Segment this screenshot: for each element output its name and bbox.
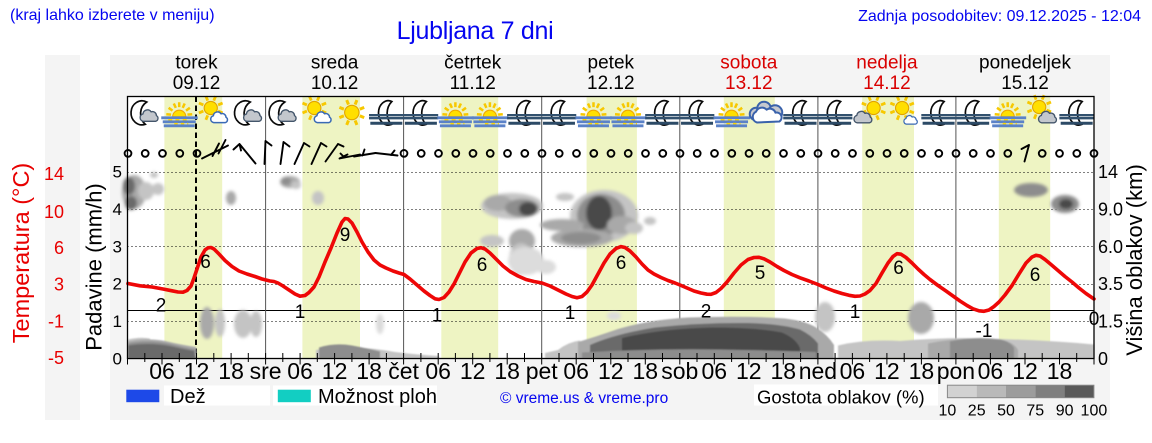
svg-text:50: 50: [997, 403, 1015, 420]
svg-text:12: 12: [736, 358, 762, 384]
svg-text:© vreme.us & vreme.pro: © vreme.us & vreme.pro: [500, 390, 668, 407]
svg-text:ned: ned: [799, 358, 837, 384]
svg-text:06: 06: [702, 358, 728, 384]
svg-text:18: 18: [633, 358, 659, 384]
svg-text:nedelja: nedelja: [856, 53, 918, 74]
svg-text:6.0: 6.0: [1098, 237, 1123, 257]
svg-text:1: 1: [295, 302, 306, 323]
svg-text:Temperatura (°C): Temperatura (°C): [8, 163, 34, 343]
svg-text:12: 12: [322, 358, 348, 384]
svg-text:10: 10: [44, 202, 64, 222]
svg-text:0: 0: [1098, 349, 1108, 369]
svg-text:14: 14: [44, 164, 64, 184]
svg-text:sob: sob: [661, 358, 698, 384]
svg-text:-1: -1: [48, 311, 64, 331]
svg-text:6: 6: [477, 255, 488, 276]
svg-text:06: 06: [287, 358, 313, 384]
svg-text:Višina oblakov (km): Višina oblakov (km): [1122, 164, 1147, 356]
svg-text:18: 18: [771, 358, 797, 384]
svg-text:14.12: 14.12: [863, 73, 911, 94]
svg-text:12: 12: [874, 358, 900, 384]
svg-text:torek: torek: [175, 53, 218, 74]
svg-text:12.12: 12.12: [587, 73, 635, 94]
svg-text:1: 1: [113, 312, 122, 331]
svg-text:9: 9: [340, 225, 351, 246]
svg-text:pon: pon: [937, 358, 975, 384]
svg-text:petek: petek: [588, 53, 635, 74]
svg-text:10: 10: [939, 403, 957, 420]
svg-text:6: 6: [1030, 265, 1041, 286]
svg-text:Gostota oblakov (%): Gostota oblakov (%): [757, 387, 925, 408]
svg-text:15.12: 15.12: [1001, 73, 1049, 94]
svg-text:sreda: sreda: [311, 53, 359, 74]
svg-text:100: 100: [1081, 403, 1108, 420]
svg-text:6: 6: [200, 252, 211, 273]
svg-text:2: 2: [701, 302, 712, 323]
svg-text:sobota: sobota: [720, 53, 777, 74]
svg-text:2: 2: [156, 296, 167, 317]
svg-text:5: 5: [113, 163, 122, 182]
svg-text:06: 06: [978, 358, 1004, 384]
svg-text:Možnost ploh: Možnost ploh: [318, 386, 437, 408]
svg-text:2: 2: [113, 275, 122, 294]
svg-text:75: 75: [1026, 403, 1044, 420]
svg-text:6: 6: [616, 253, 627, 274]
svg-text:0: 0: [113, 350, 122, 369]
svg-text:Zadnja posodobitev: 09.12.2025: Zadnja posodobitev: 09.12.2025 - 12:04: [858, 8, 1141, 25]
svg-text:18: 18: [218, 358, 244, 384]
svg-text:06: 06: [563, 358, 589, 384]
svg-text:9.0: 9.0: [1098, 199, 1123, 219]
svg-text:(kraj lahko izberete v meniju): (kraj lahko izberete v meniju): [10, 7, 215, 24]
svg-text:14: 14: [1098, 162, 1118, 182]
svg-text:1: 1: [432, 306, 443, 327]
svg-text:11.12: 11.12: [450, 73, 496, 94]
svg-text:ponedeljek: ponedeljek: [979, 53, 1071, 74]
svg-text:18: 18: [356, 358, 382, 384]
svg-text:-1: -1: [976, 321, 993, 342]
svg-text:12: 12: [598, 358, 624, 384]
svg-text:10.12: 10.12: [311, 73, 359, 94]
svg-text:-5: -5: [48, 348, 64, 368]
svg-text:06: 06: [425, 358, 451, 384]
svg-text:6: 6: [54, 238, 64, 258]
svg-text:Padavine (mm/h): Padavine (mm/h): [82, 183, 107, 351]
svg-text:1.5: 1.5: [1098, 312, 1123, 332]
svg-text:5: 5: [755, 263, 766, 284]
svg-text:18: 18: [494, 358, 520, 384]
svg-text:pet: pet: [526, 358, 559, 384]
svg-text:četrtek: četrtek: [444, 53, 502, 74]
svg-text:90: 90: [1056, 403, 1074, 420]
svg-text:13.12: 13.12: [725, 73, 773, 94]
svg-text:čet: čet: [388, 358, 419, 384]
svg-text:12: 12: [184, 358, 210, 384]
svg-text:09.12: 09.12: [173, 73, 221, 94]
svg-text:18: 18: [1047, 358, 1073, 384]
svg-text:06: 06: [840, 358, 866, 384]
svg-text:Dež: Dež: [170, 386, 206, 408]
svg-text:1: 1: [850, 302, 861, 323]
svg-text:12: 12: [460, 358, 486, 384]
svg-text:18: 18: [909, 358, 935, 384]
svg-text:25: 25: [968, 403, 986, 420]
svg-text:1: 1: [565, 303, 576, 324]
svg-text:4: 4: [113, 200, 122, 219]
svg-text:sre: sre: [250, 358, 282, 384]
svg-text:Ljubljana 7 dni: Ljubljana 7 dni: [397, 17, 554, 45]
svg-text:06: 06: [149, 358, 175, 384]
svg-text:12: 12: [1012, 358, 1038, 384]
svg-text:3: 3: [113, 237, 122, 256]
svg-text:3: 3: [54, 275, 64, 295]
svg-text:3.5: 3.5: [1098, 274, 1123, 294]
svg-text:6: 6: [893, 258, 904, 279]
